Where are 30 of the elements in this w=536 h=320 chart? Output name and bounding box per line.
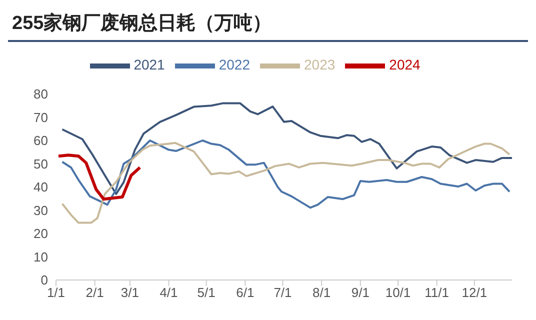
x-tick-label: 9/1 (351, 285, 370, 300)
x-tick-label: 3/1 (120, 285, 139, 300)
y-tick-label: 30 (34, 202, 48, 218)
line-series (61, 140, 510, 209)
x-tick-label: 6/1 (236, 285, 254, 300)
legend-label: 2023 (304, 56, 336, 73)
y-tick-label: 20 (34, 226, 48, 242)
x-tick-label: 5/1 (197, 285, 216, 300)
y-tick-label: 70 (34, 110, 48, 125)
line-series (57, 154, 142, 201)
chart-title: 255家钢厂废钢总日耗（万吨） (8, 8, 528, 42)
y-tick-label: 80 (34, 86, 48, 102)
y-tick-label: 40 (34, 180, 48, 195)
y-tick-label: 0 (40, 272, 48, 288)
y-tick-label: 50 (34, 156, 48, 172)
line-series (61, 142, 510, 224)
x-tick-label: 4/1 (160, 285, 178, 300)
legend-label: 2021 (134, 56, 165, 73)
y-tick-label: 60 (34, 133, 48, 148)
legend-label: 2024 (389, 56, 420, 73)
line-series (61, 102, 512, 195)
x-tick-label: 10/1 (385, 285, 411, 300)
x-tick-label: 2/1 (86, 285, 104, 300)
y-tick-label: 10 (34, 249, 48, 264)
x-tick-label: 12/1 (462, 285, 488, 300)
x-tick-label: 1/1 (46, 285, 66, 300)
x-tick-label: 7/1 (274, 285, 292, 300)
x-tick-label: 11/1 (424, 285, 450, 300)
legend-label: 2022 (218, 56, 250, 73)
x-tick-label: 8/1 (312, 285, 331, 300)
